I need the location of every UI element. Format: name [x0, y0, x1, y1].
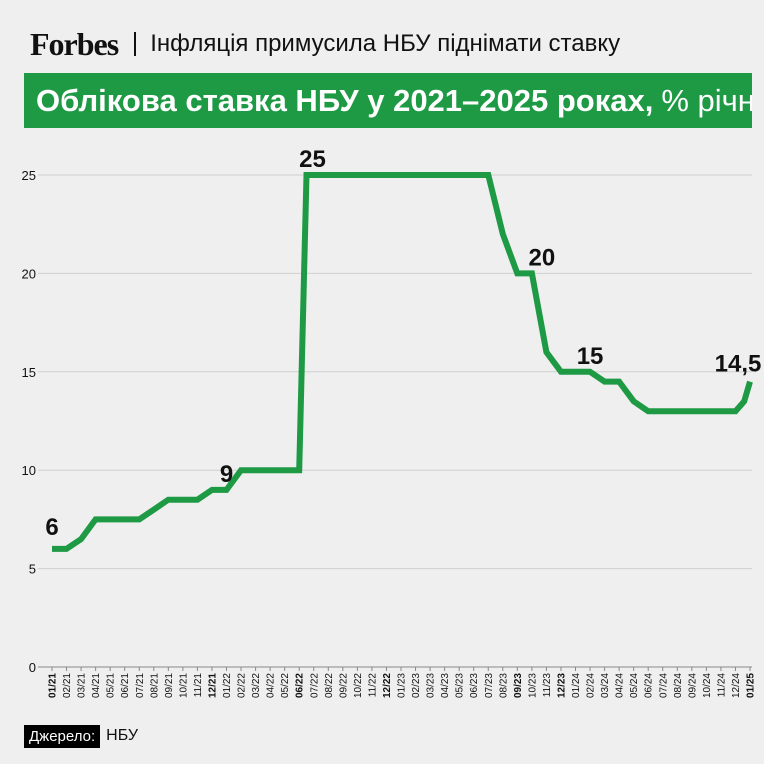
data-label: 20 [529, 244, 556, 271]
x-tick-label: 03/24 [600, 673, 611, 698]
x-tick-label: 11/23 [542, 673, 553, 698]
x-tick-label: 08/22 [324, 673, 335, 698]
y-tick-label: 5 [29, 562, 36, 577]
x-tick-label: 08/24 [673, 673, 684, 698]
x-tick-label: 01/24 [571, 673, 582, 698]
y-tick-label: 0 [29, 660, 36, 675]
data-label: 6 [45, 514, 58, 541]
y-tick-label: 10 [22, 463, 36, 478]
x-tick-label: 05/24 [629, 673, 640, 698]
x-tick-label: 10/24 [702, 673, 713, 698]
x-tick-label: 08/21 [149, 673, 160, 698]
x-tick-label: 05/22 [280, 673, 291, 698]
x-tick-label: 06/24 [644, 673, 655, 698]
x-tick-label: 10/21 [178, 673, 189, 698]
data-label: 25 [299, 146, 326, 173]
x-tick-label: 09/21 [164, 673, 175, 698]
x-tick-label: 03/23 [426, 673, 437, 698]
x-tick-label: 12/21 [207, 673, 218, 698]
x-tick-label: 11/24 [716, 673, 727, 698]
forbes-logo: Forbes [30, 25, 119, 62]
x-tick-label: 07/21 [135, 673, 146, 698]
x-tick-label: 04/21 [91, 673, 102, 698]
x-tick-label: 01/23 [397, 673, 408, 698]
x-tick-label: 02/22 [237, 673, 248, 698]
x-tick-label: 06/22 [295, 673, 306, 698]
chart-title: Облікова ставка НБУ у 2021–2025 роках, [36, 82, 654, 118]
header-subtitle: Інфляція примусила НБУ піднімати ставку [150, 30, 621, 57]
x-tick-label: 01/21 [48, 673, 59, 698]
y-tick-label: 20 [22, 266, 36, 281]
x-tick-label: 08/23 [498, 673, 509, 698]
x-tick-label: 02/23 [411, 673, 422, 698]
x-tick-label: 10/23 [527, 673, 538, 698]
x-tick-label: 07/22 [309, 673, 320, 698]
x-tick-label: 07/24 [658, 673, 669, 698]
x-tick-label: 12/24 [731, 673, 742, 698]
x-tick-label: 04/22 [266, 673, 277, 698]
x-tick-label: 06/23 [469, 673, 480, 698]
x-tick-label: 06/21 [120, 673, 131, 698]
x-tick-label: 11/21 [193, 673, 204, 698]
x-tick-label: 12/22 [382, 673, 393, 698]
x-tick-label: 04/23 [440, 673, 451, 698]
source-label: Джерело: [24, 724, 101, 748]
x-tick-label: 05/21 [106, 673, 117, 698]
x-tick-label: 03/21 [77, 673, 88, 698]
x-tick-label: 02/21 [62, 673, 73, 698]
x-tick-label: 01/25 [746, 673, 757, 698]
x-tick-label: 12/23 [556, 673, 567, 698]
source-value: НБУ [106, 727, 139, 744]
chart-title-unit: % річних [661, 82, 752, 118]
y-tick-label: 25 [22, 168, 36, 183]
y-tick-label: 15 [22, 365, 36, 380]
x-tick-label: 09/24 [687, 673, 698, 698]
data-label: 15 [577, 343, 604, 370]
x-tick-label: 01/22 [222, 673, 233, 698]
x-tick-label: 10/22 [353, 673, 364, 698]
x-tick-label: 04/24 [615, 673, 626, 698]
source-note: Джерело: НБУ [24, 724, 138, 748]
x-tick-label: 03/22 [251, 673, 262, 698]
x-tick-label: 09/22 [338, 673, 349, 698]
x-tick-label: 07/23 [484, 673, 495, 698]
data-label: 14,5 [715, 351, 762, 378]
x-tick-label: 11/22 [367, 673, 378, 698]
x-tick-label: 02/24 [586, 673, 597, 698]
header-separator [134, 32, 137, 56]
x-tick-label: 05/23 [455, 673, 466, 698]
header: Forbes Інфляція примусила НБУ піднімати … [30, 24, 620, 64]
chart-title-bar: Облікова ставка НБУ у 2021–2025 роках, %… [24, 73, 752, 128]
x-tick-label: 09/23 [513, 673, 524, 698]
data-label: 9 [220, 461, 233, 488]
series-line-rate [52, 172, 753, 552]
